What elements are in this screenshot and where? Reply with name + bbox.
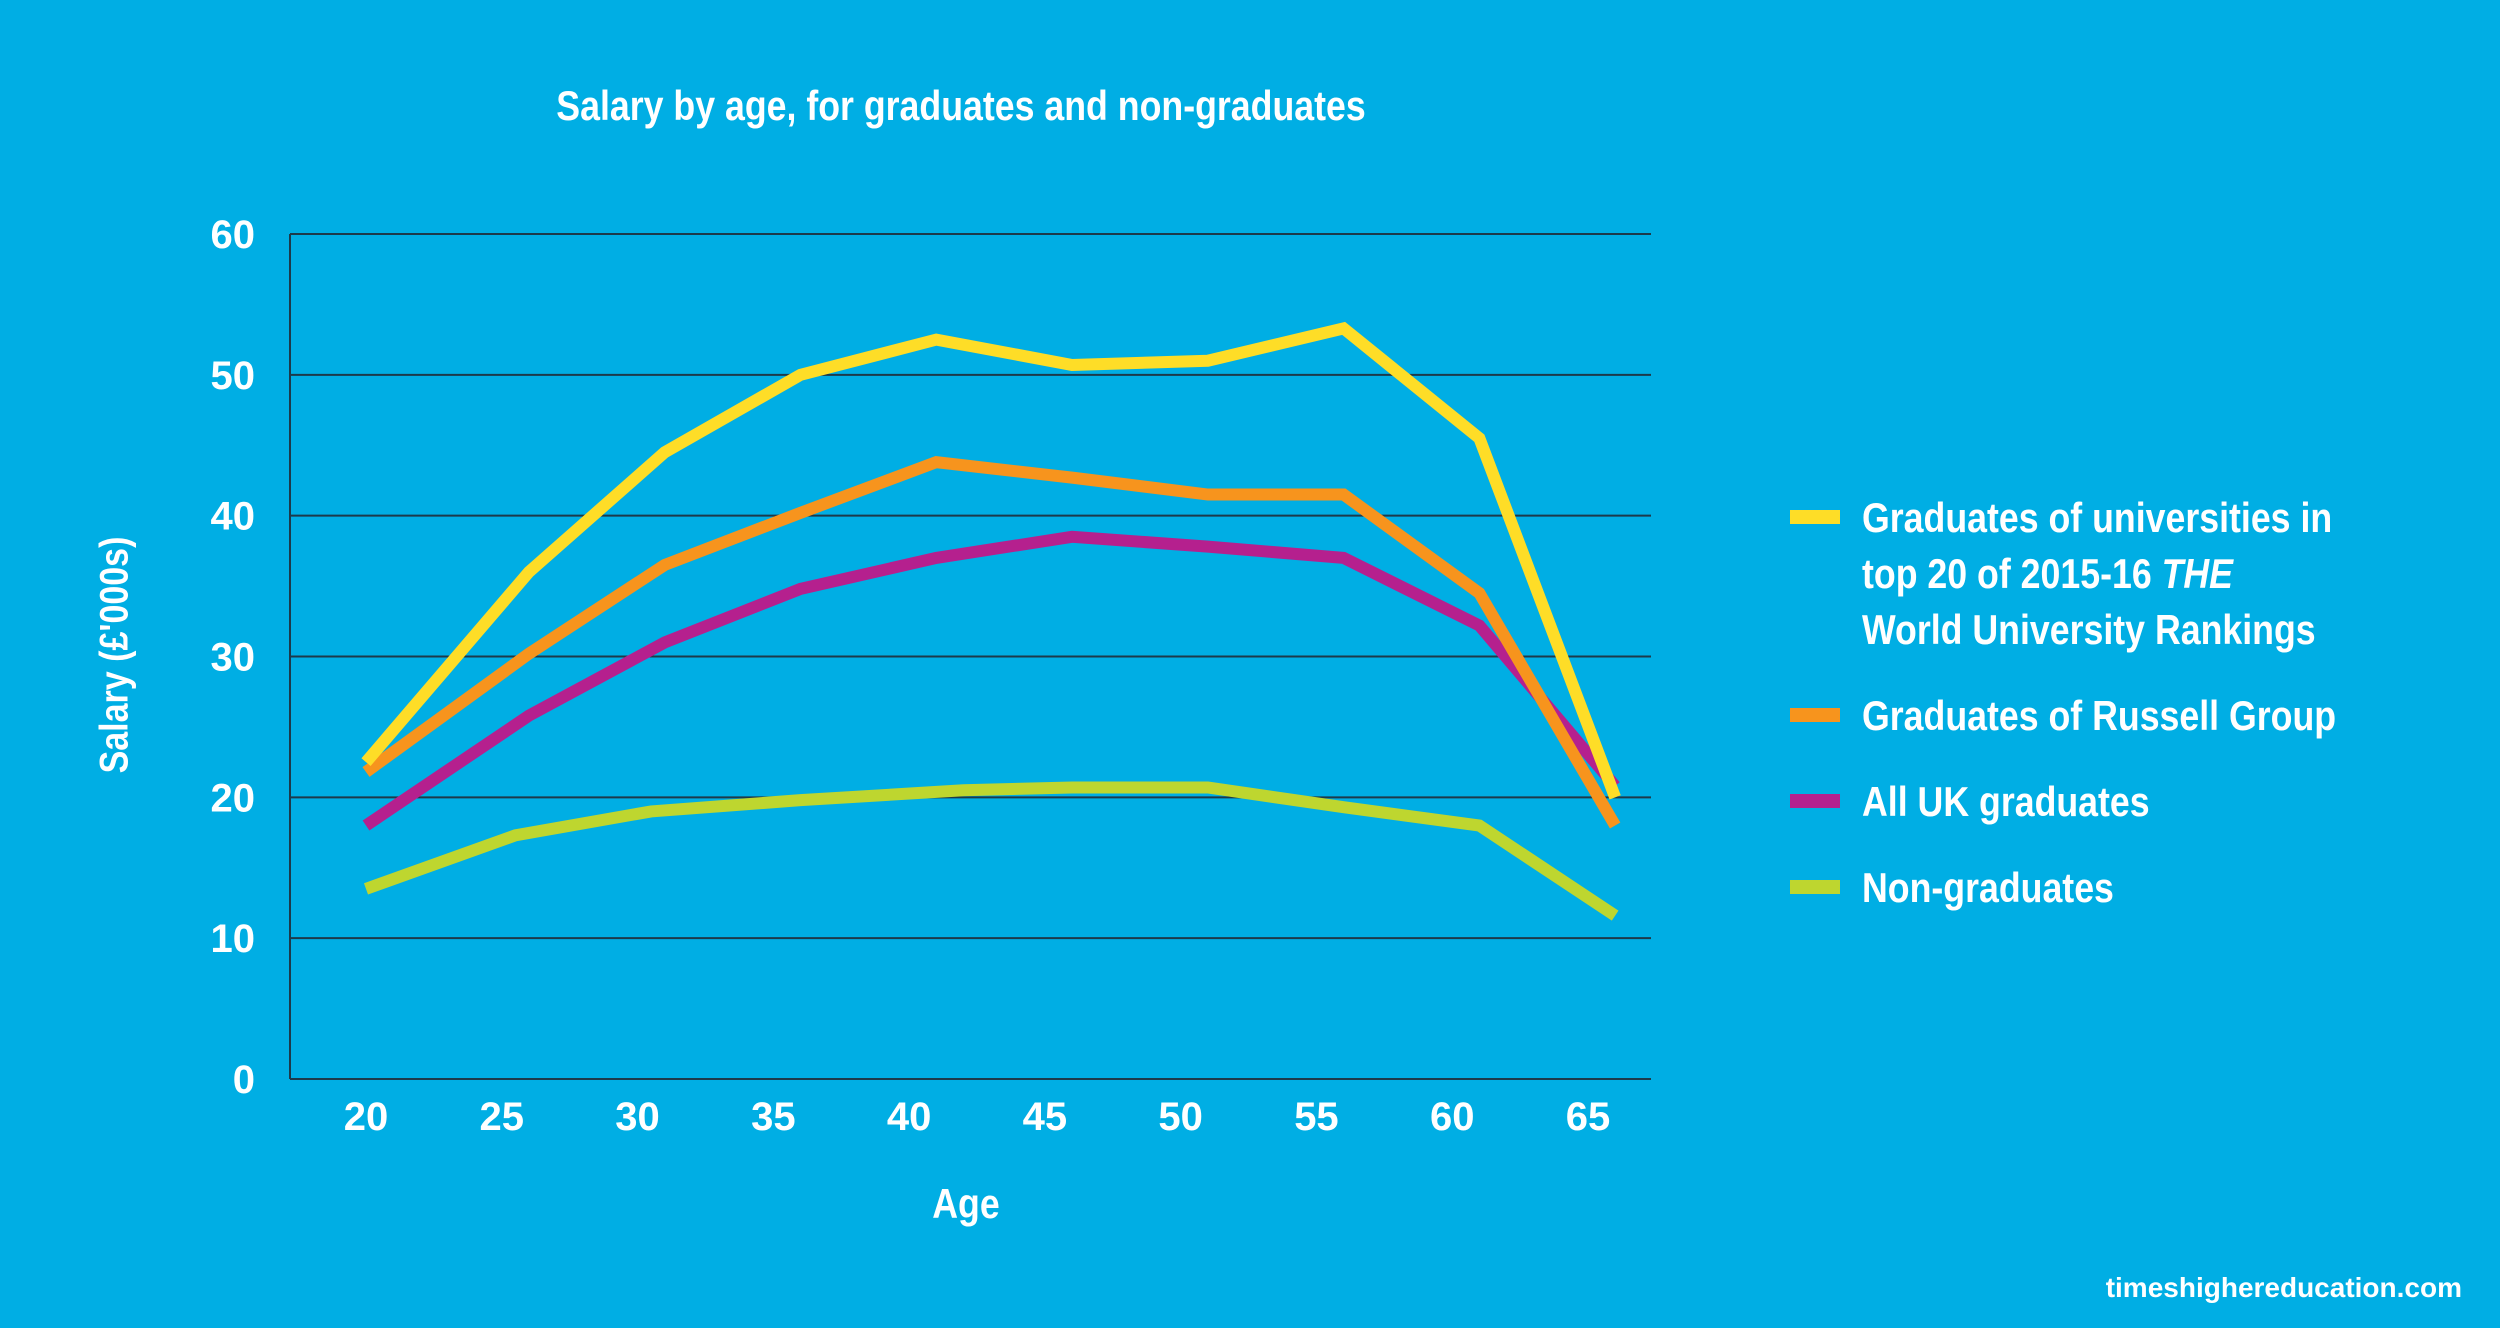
x-tick-label: 30 bbox=[615, 1095, 660, 1139]
x-tick-label: 60 bbox=[1430, 1095, 1475, 1139]
x-tick-label: 50 bbox=[1158, 1095, 1203, 1139]
legend-item-top20: Graduates of universities in top 20 of 2… bbox=[1790, 490, 2440, 658]
legend-label: All UK graduates bbox=[1862, 778, 2150, 825]
legend-line: World University Rankings bbox=[1862, 606, 2316, 653]
x-tick-label: 40 bbox=[887, 1095, 932, 1139]
legend-line: top 20 of 2015-16 bbox=[1862, 550, 2162, 597]
chart-title: Salary by age, for graduates and non-gra… bbox=[556, 82, 1366, 129]
y-tick-label: 0 bbox=[233, 1058, 255, 1102]
y-tick-label: 50 bbox=[211, 354, 256, 398]
legend-swatch bbox=[1790, 794, 1840, 808]
y-tick-label: 60 bbox=[211, 213, 256, 257]
footer-source: timeshighereducation.com bbox=[2105, 1272, 2462, 1303]
legend-item-non-graduates: Non-graduates bbox=[1790, 860, 2440, 916]
legend-swatch bbox=[1790, 880, 1840, 894]
legend-line-italic: THE bbox=[2161, 550, 2233, 597]
x-axis-label: Age bbox=[932, 1180, 1000, 1227]
y-tick-label: 20 bbox=[211, 776, 256, 820]
legend-line: Graduates of universities in bbox=[1862, 494, 2333, 541]
legend: Graduates of universities in top 20 of 2… bbox=[1790, 490, 2440, 946]
x-tick-label: 55 bbox=[1294, 1095, 1339, 1139]
legend-label: Non-graduates bbox=[1862, 864, 2114, 911]
series-line bbox=[362, 530, 1620, 831]
x-tick-label: 25 bbox=[480, 1095, 525, 1139]
x-tick-label: 45 bbox=[1023, 1095, 1068, 1139]
y-tick-label: 40 bbox=[211, 495, 256, 539]
legend-item-russell: Graduates of Russell Group bbox=[1790, 688, 2440, 744]
legend-item-all-uk: All UK graduates bbox=[1790, 774, 2440, 830]
legend-label: Graduates of universities in top 20 of 2… bbox=[1862, 490, 2332, 658]
x-tick-label: 20 bbox=[344, 1095, 389, 1139]
legend-swatch bbox=[1790, 510, 1840, 524]
y-tick-label: 30 bbox=[211, 636, 256, 680]
series-line bbox=[361, 321, 1621, 800]
legend-swatch bbox=[1790, 708, 1840, 722]
y-axis-label: Salary (£'000s) bbox=[92, 536, 137, 774]
series-line bbox=[363, 781, 1619, 921]
x-tick-label: 35 bbox=[751, 1095, 796, 1139]
legend-label: Graduates of Russell Group bbox=[1862, 692, 2337, 739]
x-tick-label: 65 bbox=[1566, 1095, 1611, 1139]
y-tick-label: 10 bbox=[211, 917, 256, 961]
series-line bbox=[362, 456, 1621, 829]
